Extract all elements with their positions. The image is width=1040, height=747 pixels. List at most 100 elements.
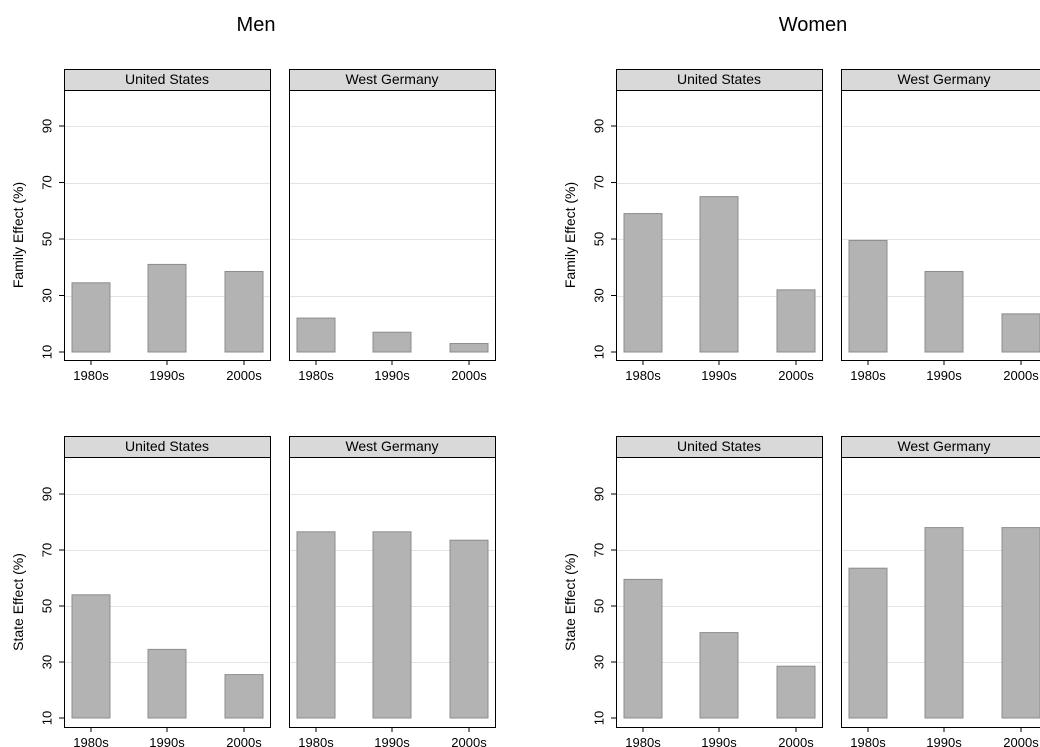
x-tick-label: 2000s — [451, 368, 487, 383]
bar-1990s — [924, 527, 964, 719]
panel-strip-label: United States — [125, 438, 209, 454]
y-axis-label: Family Effect (%) — [562, 182, 578, 288]
x-tick-label: 1990s — [374, 368, 410, 383]
bar-2000s — [1001, 527, 1040, 719]
bar-1990s — [699, 632, 739, 719]
x-tick-label: 2000s — [1003, 368, 1039, 383]
y-tick-label: 30 — [591, 288, 606, 302]
bar-2000s — [224, 674, 264, 719]
x-tick-label: 1990s — [701, 368, 737, 383]
panel-strip — [289, 436, 496, 458]
panel-strip — [64, 69, 271, 91]
panel-strip-label: United States — [677, 438, 761, 454]
group-title-men: Men — [236, 14, 276, 36]
y-axis-label: State Effect (%) — [10, 553, 26, 651]
y-tick-label: 70 — [39, 175, 54, 189]
panel-strip-label: West Germany — [897, 71, 990, 87]
y-tick-label: 10 — [39, 711, 54, 725]
panel-strip — [616, 436, 823, 458]
y-tick-label: 30 — [39, 655, 54, 669]
x-tick-label: 1980s — [298, 735, 334, 747]
bar-1980s — [848, 239, 888, 353]
x-tick-label: 1990s — [374, 735, 410, 747]
y-tick-label: 90 — [39, 487, 54, 501]
panel-men-west-germany-family: West Germany 1980s 1990s 2000s — [289, 69, 496, 383]
y-tick-label: 50 — [39, 232, 54, 246]
x-tick-label: 2000s — [451, 735, 487, 747]
bar-1990s — [372, 531, 412, 719]
y-tick-label: 10 — [591, 345, 606, 359]
bar-2000s — [776, 289, 816, 353]
y-tick-label: 70 — [39, 543, 54, 557]
y-tick-label: 30 — [39, 288, 54, 302]
bar-1980s — [296, 531, 336, 719]
bar-1990s — [147, 263, 187, 353]
panel-men-west-germany-state: West Germany 1980s 1990s 2000s — [289, 436, 496, 747]
panel-strip-label: West Germany — [345, 71, 438, 87]
x-tick-label: 2000s — [226, 368, 262, 383]
y-tick-label: 50 — [39, 599, 54, 613]
x-tick-label: 2000s — [226, 735, 262, 747]
panel-strip-label: United States — [125, 71, 209, 87]
panel-strip — [289, 69, 496, 91]
y-tick-label: 50 — [591, 599, 606, 613]
panel-strip — [64, 436, 271, 458]
y-tick-label: 10 — [39, 345, 54, 359]
bar-1990s — [699, 196, 739, 353]
panel-strip — [616, 69, 823, 91]
bar-1990s — [924, 270, 964, 353]
bar-1980s — [623, 213, 663, 353]
bar-2000s — [449, 343, 489, 353]
x-tick-label: 1990s — [926, 735, 962, 747]
y-tick-label: 50 — [591, 232, 606, 246]
bar-2000s — [449, 539, 489, 719]
x-tick-label: 1980s — [625, 368, 661, 383]
x-tick-label: 1980s — [73, 735, 109, 747]
panel-women-west-germany-state: West Germany 1980s 1990s 2000s — [841, 436, 1040, 747]
bar-1980s — [71, 594, 111, 719]
y-tick-label: 70 — [591, 175, 606, 189]
x-tick-label: 1980s — [298, 368, 334, 383]
bar-1980s — [848, 567, 888, 719]
x-tick-label: 1990s — [701, 735, 737, 747]
bar-1980s — [623, 578, 663, 719]
x-tick-label: 1990s — [926, 368, 962, 383]
bar-2000s — [224, 270, 264, 353]
x-tick-label: 1980s — [850, 368, 886, 383]
bar-2000s — [1001, 313, 1040, 353]
panel-strip-label: United States — [677, 71, 761, 87]
panel-women-west-germany-family: West Germany 1980s 1990s 2000s — [841, 69, 1040, 383]
group-title-women: Women — [778, 14, 848, 36]
y-tick-label: 10 — [591, 711, 606, 725]
x-tick-label: 1990s — [149, 735, 185, 747]
x-tick-label: 2000s — [778, 368, 814, 383]
panel-women-united-states-state: United States 1980s 1990s 2000s 10 30 50 70 90 St… — [562, 436, 823, 747]
panel-strip-label: West Germany — [345, 438, 438, 454]
bar-1980s — [296, 317, 336, 353]
y-axis-label: Family Effect (%) — [10, 182, 26, 288]
panel-women-united-states-family: United States 1980s 1990s 2000s 10 30 50 70 90 Fa… — [562, 69, 823, 383]
y-tick-label: 90 — [39, 119, 54, 133]
x-tick-label: 1990s — [149, 368, 185, 383]
x-tick-label: 1980s — [73, 368, 109, 383]
y-tick-label: 30 — [591, 655, 606, 669]
panel-strip — [841, 436, 1040, 458]
panel-strip-label: West Germany — [897, 438, 990, 454]
x-tick-label: 1980s — [850, 735, 886, 747]
y-axis-label: State Effect (%) — [562, 553, 578, 651]
bar-1990s — [372, 331, 412, 353]
panel-strip — [841, 69, 1040, 91]
panel-men-united-states-state: United States 1980s 1990s 2000s 10 30 50 70 90 St… — [10, 436, 271, 747]
x-tick-label: 2000s — [778, 735, 814, 747]
bar-1990s — [147, 648, 187, 719]
y-tick-label: 90 — [591, 487, 606, 501]
y-tick-label: 70 — [591, 543, 606, 557]
bar-2000s — [776, 665, 816, 719]
x-tick-label: 1980s — [625, 735, 661, 747]
panel-men-united-states-family: United States 1980s 1990s 2000s 10 30 50 70 90 Fa… — [10, 69, 271, 383]
bar-1980s — [71, 282, 111, 353]
y-tick-label: 90 — [591, 119, 606, 133]
x-tick-label: 2000s — [1003, 735, 1039, 747]
